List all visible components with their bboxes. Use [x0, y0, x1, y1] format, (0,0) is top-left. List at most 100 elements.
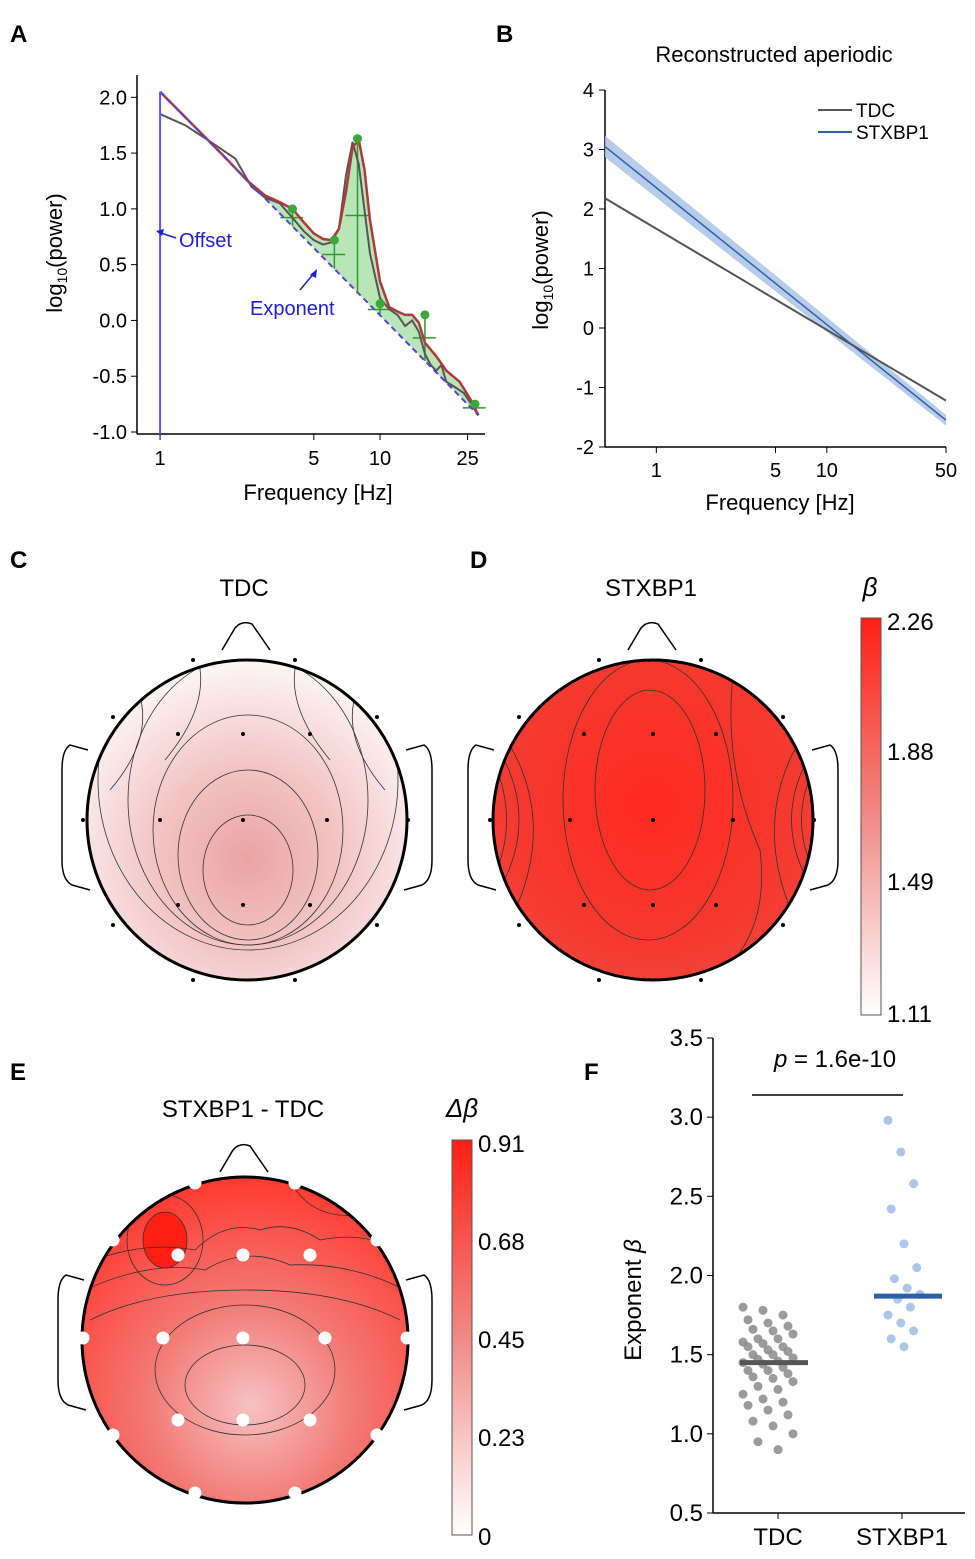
topomap-difference-title: STXBP1 - TDC: [162, 1096, 324, 1123]
chart-a: log10(power) Frequency [Hz] 2.0 1.5 1.0 0.5…: [42, 75, 486, 505]
chart-a-ylabel: log10(power): [42, 193, 70, 313]
chart-a-xtick-label: 5: [308, 448, 319, 470]
scalp-surface: [87, 660, 407, 980]
chart-f-xtick-label: STXBP1: [856, 1524, 948, 1551]
chart-a-ytick-label: 1.0: [99, 199, 127, 221]
colorbar-beta-tick: 1.88: [887, 739, 934, 766]
colorbar-delta-beta-tick: 0.45: [478, 1327, 525, 1354]
chart-a-ytick-label: -1.0: [93, 422, 127, 444]
data-point: [758, 1339, 768, 1349]
head-ear-left: [61, 744, 91, 891]
data-point: [748, 1324, 758, 1334]
chart-b-ylabel: log10(power): [528, 210, 556, 330]
data-point: [773, 1445, 783, 1455]
colorbar-delta-beta-gradient: [451, 1139, 473, 1536]
data-point: [886, 1204, 896, 1214]
colorbar-beta-gradient: [860, 617, 882, 1016]
chart-b-xlabel: Frequency [Hz]: [705, 490, 854, 515]
colorbar-beta-tick: 1.11: [887, 1001, 932, 1028]
data-point: [743, 1342, 753, 1352]
data-point: [763, 1405, 773, 1415]
chart-b-ytick-label: -2: [576, 437, 594, 459]
data-point: [889, 1274, 899, 1284]
data-point: [743, 1315, 753, 1325]
chart-b-ytick-label: 3: [583, 140, 594, 162]
data-point: [768, 1421, 778, 1431]
peak-marker: [329, 235, 339, 245]
legend-stxbp1-label: STXBP1: [856, 123, 929, 144]
data-point: [909, 1179, 919, 1189]
topomap-tdc: TDC: [61, 575, 433, 982]
head-ear-right: [809, 744, 839, 891]
chart-b: Reconstructed aperiodic log10(power) Fre…: [528, 42, 957, 515]
data-point: [905, 1302, 915, 1312]
electrodes: [76, 1176, 414, 1500]
panel-letter-b: B: [496, 21, 513, 48]
significance-label: p = 1.6e-10: [773, 1046, 896, 1073]
data-point: [899, 1239, 909, 1249]
chart-a-xtick-label: 25: [456, 448, 478, 470]
data-point: [909, 1326, 919, 1336]
stxbp1-ci-band: [605, 135, 946, 426]
electrodes: [81, 658, 410, 982]
data-point: [748, 1416, 758, 1426]
chart-a-ytick-label: 0.0: [99, 310, 127, 332]
chart-b-xtick-label: 10: [816, 460, 838, 482]
peak-marker: [288, 204, 298, 214]
data-point: [738, 1389, 748, 1399]
data-point: [753, 1381, 763, 1391]
data-point: [748, 1372, 758, 1382]
electrodes: [488, 658, 816, 982]
data-point: [899, 1342, 909, 1352]
panel-letter-c: C: [10, 547, 27, 574]
legend-tdc-label: TDC: [856, 101, 895, 122]
peak-marker: [353, 134, 363, 144]
data-point: [783, 1347, 793, 1356]
chart-f-ytick-label: 1.0: [670, 1421, 703, 1448]
data-point: [743, 1366, 753, 1375]
data-point: [902, 1283, 912, 1293]
contour-lines: [97, 660, 399, 951]
exponent-arrowhead: [310, 269, 317, 278]
colorbar-beta-tick: 2.26: [887, 609, 934, 636]
data-point: [896, 1147, 906, 1157]
chart-b-title: Reconstructed aperiodic: [655, 42, 892, 67]
topomap-tdc-title: TDC: [219, 575, 268, 602]
offset-arrowhead: [156, 229, 164, 236]
exponent-annotation: Exponent: [250, 298, 335, 320]
peak-marker: [470, 399, 480, 409]
chart-f-ytick-label: 2.0: [670, 1263, 703, 1290]
tdc-line: [604, 197, 947, 402]
data-point: [758, 1394, 768, 1404]
data-point: [743, 1400, 753, 1410]
data-point: [763, 1366, 773, 1375]
chart-b-ytick-label: -1: [576, 378, 594, 400]
data-point: [883, 1310, 893, 1320]
chart-b-xtick-label: 1: [651, 460, 662, 482]
peak-marker: [375, 299, 385, 309]
data-point: [768, 1326, 778, 1336]
colorbar-delta-beta-tick: 0.68: [478, 1229, 525, 1256]
data-point: [738, 1302, 748, 1312]
colorbar-beta-tick: 1.49: [887, 869, 934, 896]
chart-a-ytick-label: -0.5: [93, 366, 127, 388]
chart-a-xtick-label: 1: [155, 448, 166, 470]
panel-letter-f: F: [584, 1059, 599, 1086]
colorbar-beta-symbol: β: [862, 572, 878, 602]
colorbar-delta-beta: Δβ 0.91 0.68 0.45 0.23 0: [445, 1093, 525, 1551]
data-point: [758, 1305, 768, 1315]
data-point: [778, 1397, 788, 1407]
data-point: [773, 1334, 783, 1344]
chart-f: Exponent β p = 1.6e-10 3.5 3.0 2.5 2.0 1.5 1.…: [620, 1025, 965, 1551]
chart-f-xtick-label: TDC: [753, 1524, 802, 1551]
chart-f-ytick-label: 3.0: [670, 1104, 703, 1131]
colorbar-delta-beta-symbol: Δβ: [445, 1093, 478, 1123]
topomap-difference: STXBP1 - TDC: [57, 1096, 433, 1505]
head-nose: [627, 621, 677, 651]
chart-b-ytick-label: 1: [583, 259, 594, 281]
data-point: [768, 1350, 778, 1360]
chart-f-ytick-label: 2.5: [670, 1183, 703, 1210]
power-spectrum-line: [159, 113, 480, 416]
data-point: [886, 1334, 896, 1344]
